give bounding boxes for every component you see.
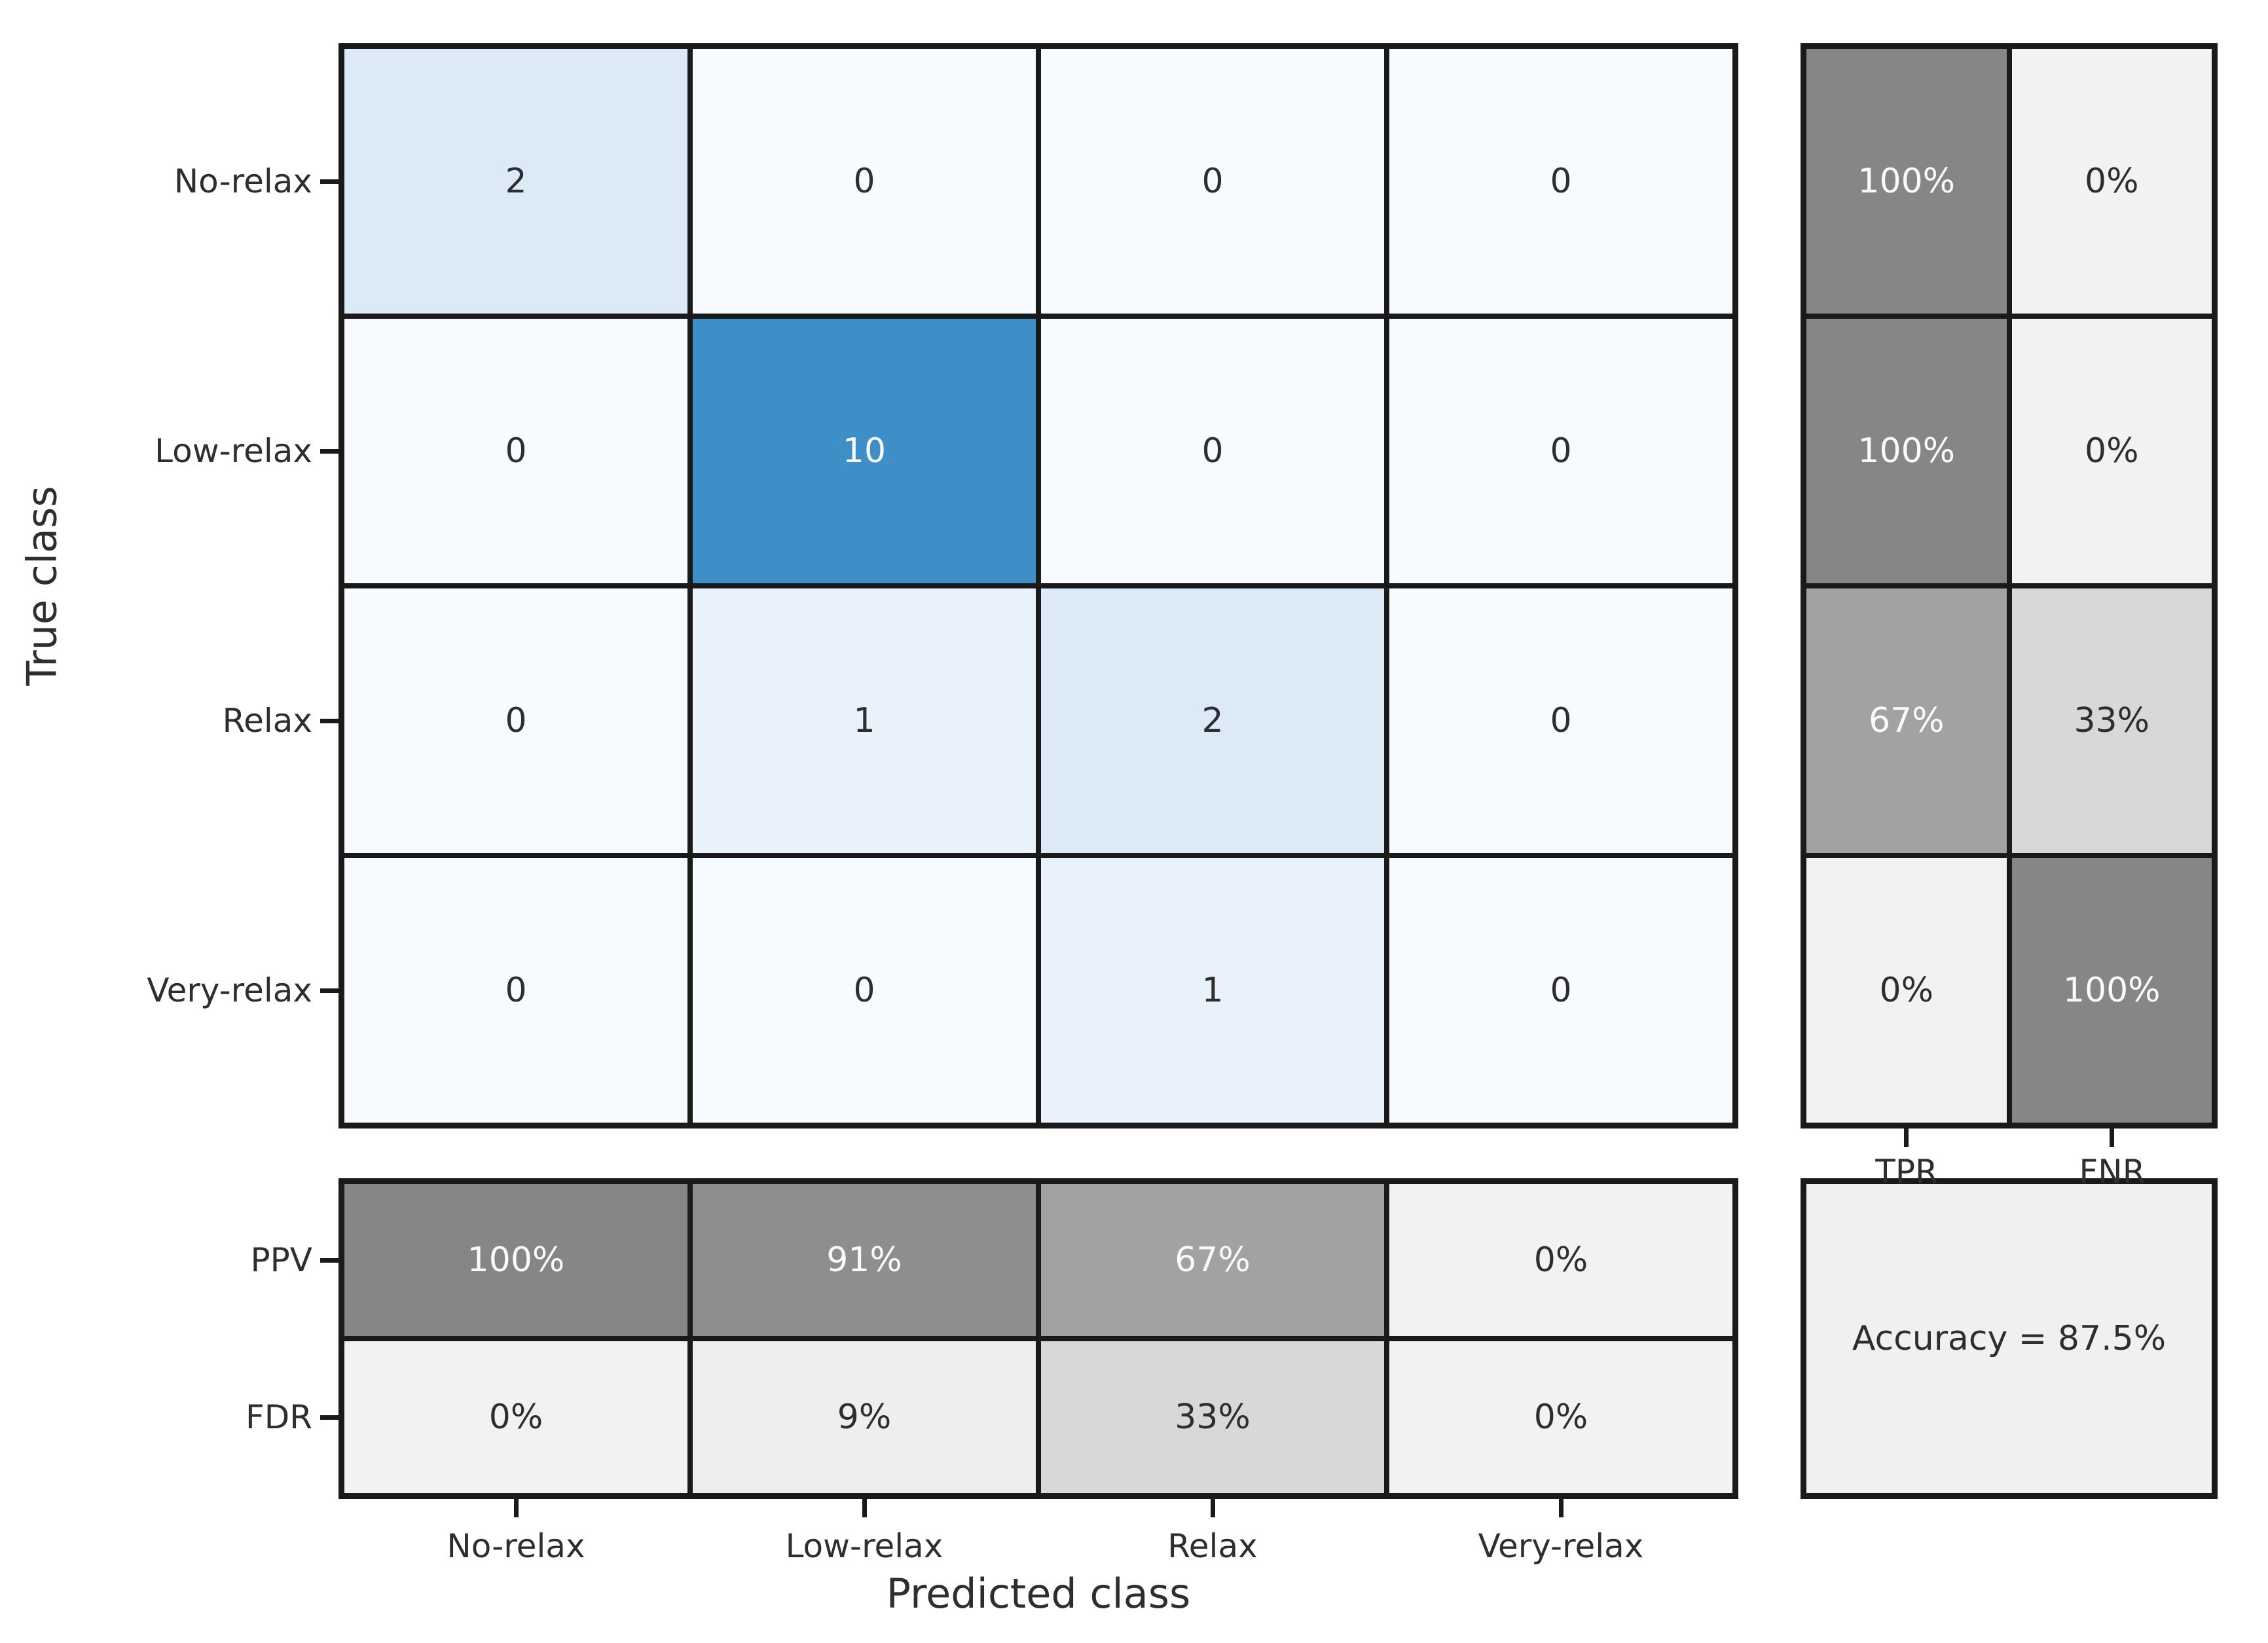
y-tick-label: Very-relax <box>147 971 312 1009</box>
ppv-fdr-cell-r0c0: 100% <box>344 1184 687 1336</box>
tpr-col-label: TPR <box>1875 1153 1938 1191</box>
y-tick-label: No-relax <box>174 162 312 200</box>
x-tick-label: Very-relax <box>1478 1527 1644 1565</box>
x-tick <box>1211 1499 1215 1517</box>
x-axis-label: Predicted class <box>886 1570 1191 1617</box>
y-axis-label: True class <box>18 486 66 686</box>
tpr-fnr-cell-r2c1: 33% <box>2011 588 2212 853</box>
count-cell-r0c0: 2 <box>344 49 687 314</box>
x-tick-label: Relax <box>1167 1527 1258 1565</box>
tpr-col-tick <box>1904 1128 1909 1147</box>
count-cell-r2c0: 0 <box>344 588 687 853</box>
ppv-row-tick <box>320 1258 338 1263</box>
y-tick-label: Low-relax <box>155 432 312 470</box>
count-cell-r1c2: 0 <box>1041 319 1384 583</box>
confusion-count-grid: 2 0 0 0 0 10 0 0 0 1 2 0 0 0 1 0 <box>338 43 1738 1128</box>
count-cell-r3c3: 0 <box>1389 858 1732 1123</box>
x-tick-label: Low-relax <box>785 1527 943 1565</box>
y-tick <box>320 449 338 454</box>
ppv-fdr-cell-r1c0: 0% <box>344 1341 687 1493</box>
count-cell-r1c1: 10 <box>693 319 1036 583</box>
tpr-fnr-grid: 100% 0% 100% 0% 67% 33% 0% 100% <box>1801 43 2218 1128</box>
tpr-fnr-cell-r3c1: 100% <box>2011 858 2212 1123</box>
tpr-fnr-cell-r3c0: 0% <box>1806 858 2007 1123</box>
count-cell-r1c3: 0 <box>1389 319 1732 583</box>
fdr-row-label: FDR <box>245 1398 312 1436</box>
ppv-fdr-cell-r1c1: 9% <box>693 1341 1036 1493</box>
fnr-col-tick <box>2110 1128 2114 1147</box>
count-cell-r3c2: 1 <box>1041 858 1384 1123</box>
tpr-fnr-cell-r0c0: 100% <box>1806 49 2007 314</box>
tpr-fnr-cell-r1c0: 100% <box>1806 319 2007 583</box>
count-cell-r0c2: 0 <box>1041 49 1384 314</box>
tpr-fnr-cell-r0c1: 0% <box>2011 49 2212 314</box>
x-tick <box>862 1499 867 1517</box>
count-cell-r3c0: 0 <box>344 858 687 1123</box>
ppv-fdr-cell-r1c2: 33% <box>1041 1341 1384 1493</box>
y-tick-label: Relax <box>222 702 312 740</box>
count-cell-r2c1: 1 <box>693 588 1036 853</box>
x-tick <box>514 1499 519 1517</box>
ppv-row-label: PPV <box>250 1241 312 1279</box>
fnr-col-label: FNR <box>2079 1153 2146 1191</box>
accuracy-text: Accuracy = 87.5% <box>1852 1319 2167 1358</box>
count-cell-r0c1: 0 <box>693 49 1036 314</box>
tpr-fnr-cell-r2c0: 67% <box>1806 588 2007 853</box>
accuracy-box: Accuracy = 87.5% <box>1801 1178 2218 1499</box>
count-cell-r2c3: 0 <box>1389 588 1732 853</box>
ppv-fdr-cell-r0c1: 91% <box>693 1184 1036 1336</box>
y-tick <box>320 719 338 723</box>
count-cell-r1c0: 0 <box>344 319 687 583</box>
count-cell-r3c1: 0 <box>693 858 1036 1123</box>
x-tick-label: No-relax <box>447 1527 585 1565</box>
tpr-fnr-cell-r1c1: 0% <box>2011 319 2212 583</box>
ppv-fdr-cell-r0c3: 0% <box>1389 1184 1732 1336</box>
ppv-fdr-cell-r1c3: 0% <box>1389 1341 1732 1493</box>
ppv-fdr-cell-r0c2: 67% <box>1041 1184 1384 1336</box>
fdr-row-tick <box>320 1415 338 1420</box>
x-tick <box>1559 1499 1564 1517</box>
count-cell-r2c2: 2 <box>1041 588 1384 853</box>
y-tick <box>320 179 338 184</box>
count-cell-r0c3: 0 <box>1389 49 1732 314</box>
y-tick <box>320 988 338 993</box>
ppv-fdr-grid: 100% 91% 67% 0% 0% 9% 33% 0% <box>338 1178 1738 1499</box>
